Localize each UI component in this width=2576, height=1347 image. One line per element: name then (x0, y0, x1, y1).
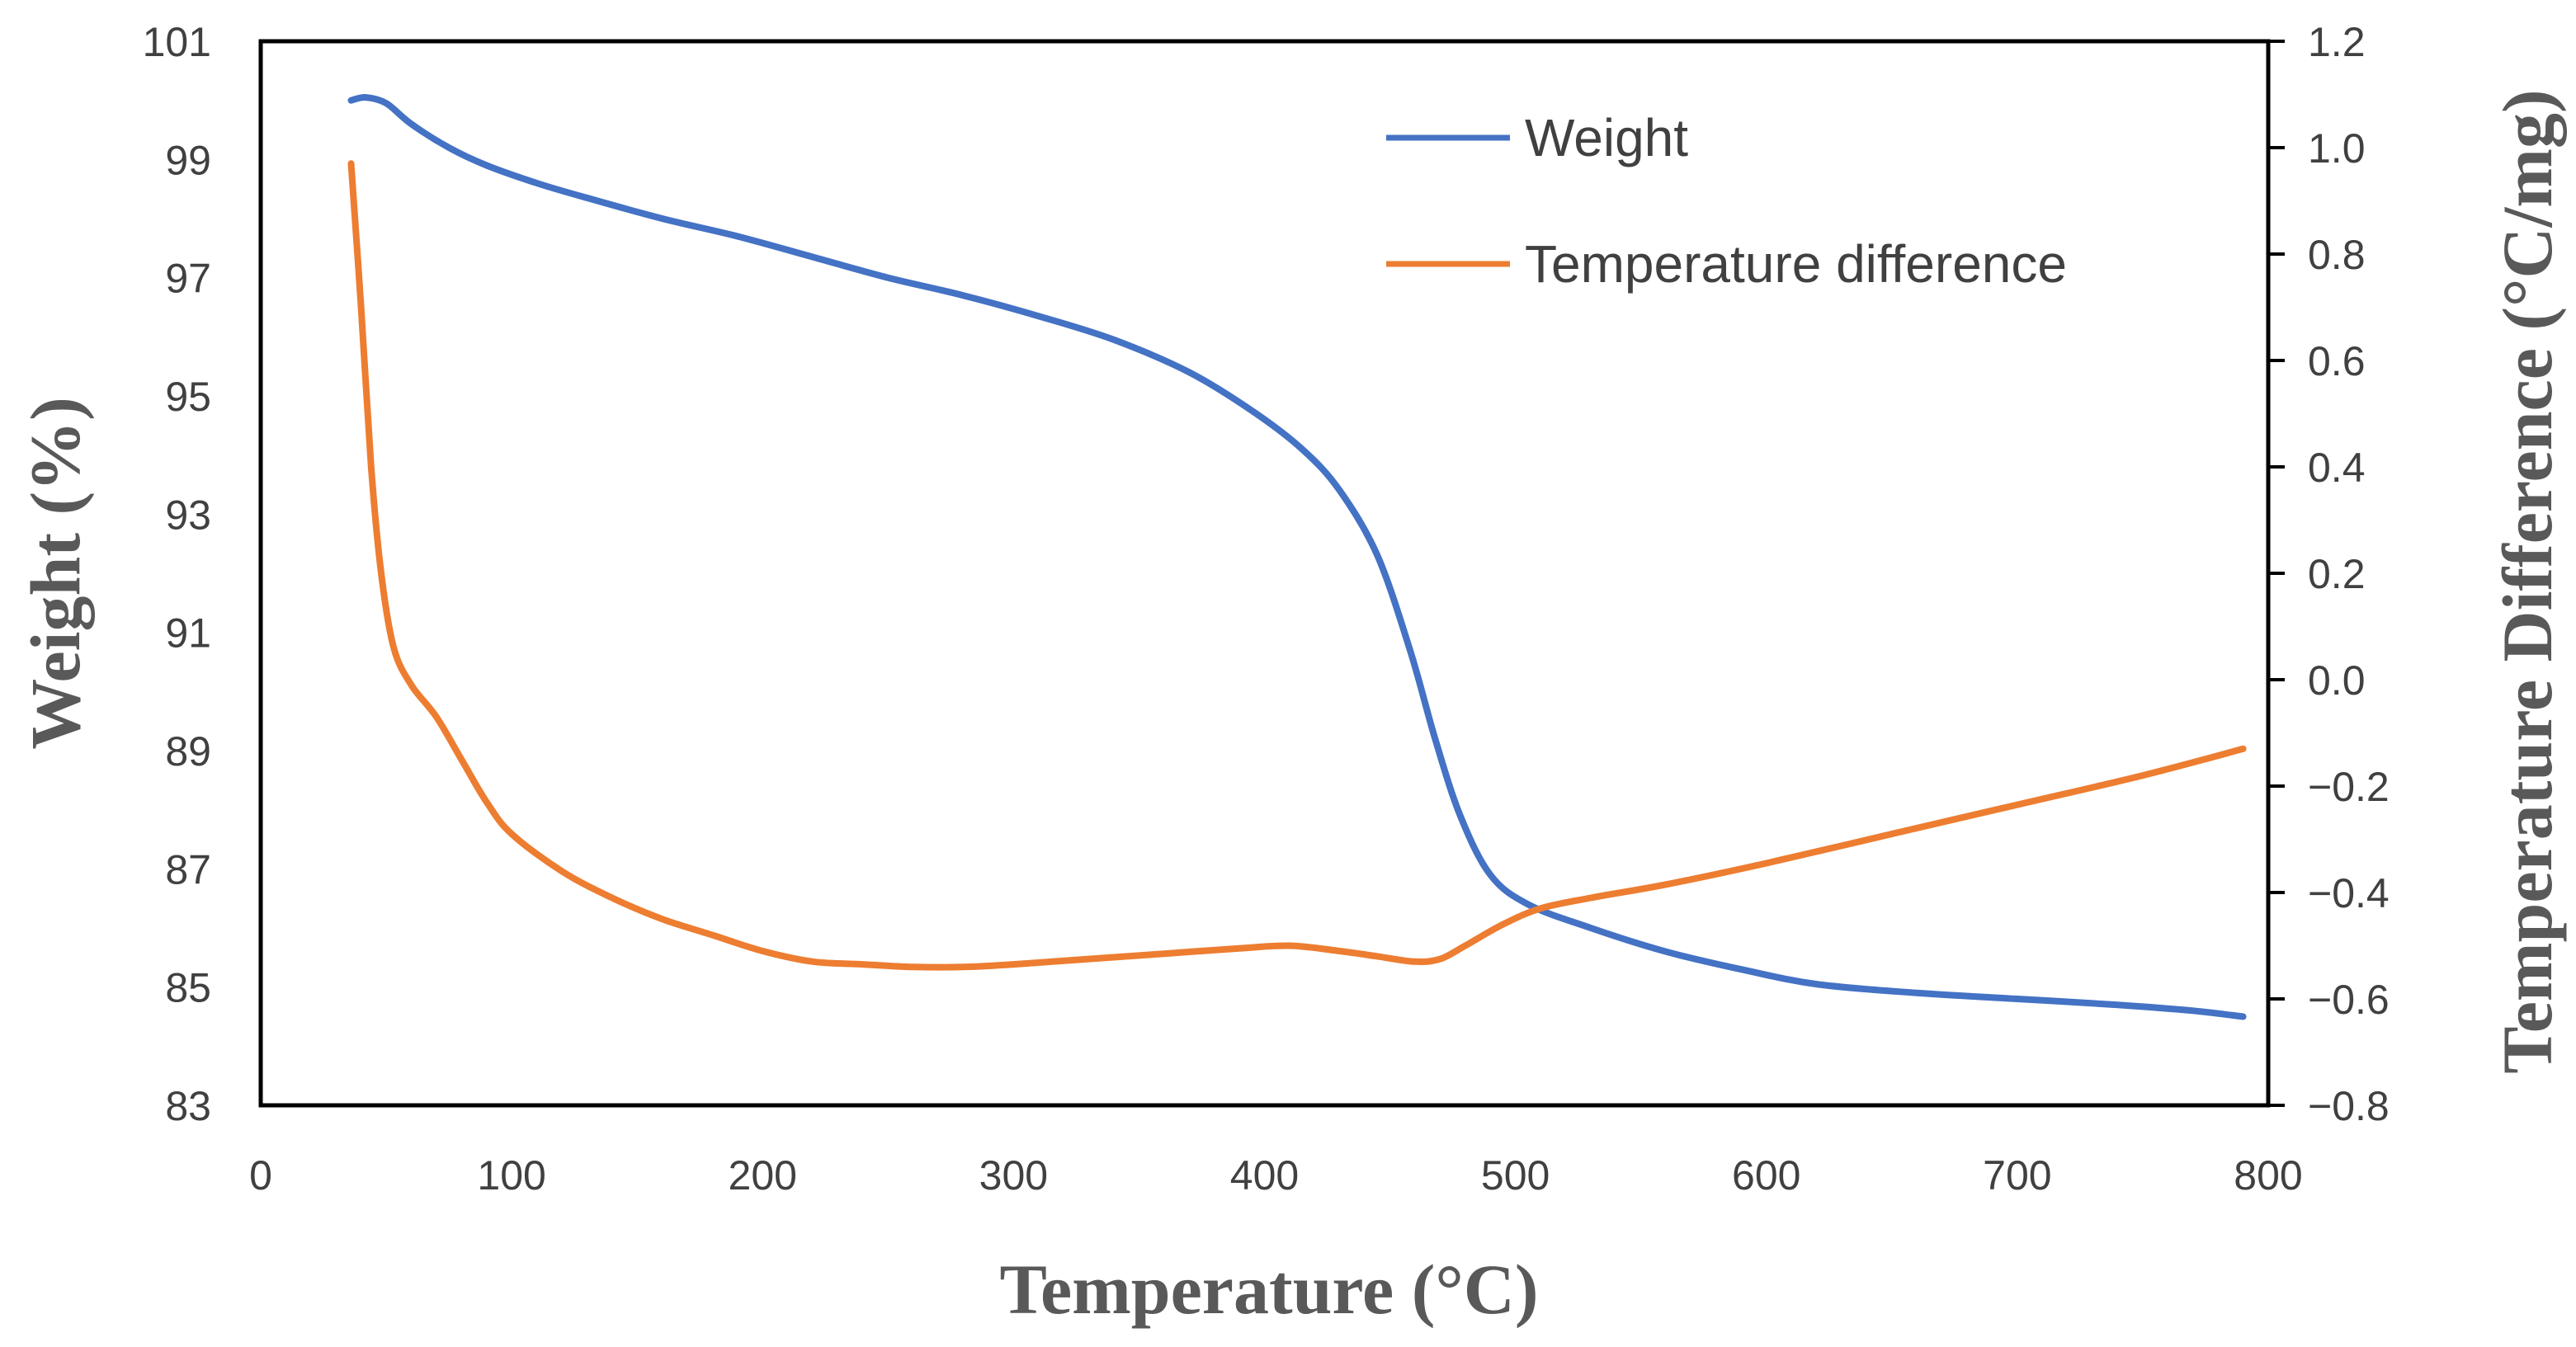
legend: Weight Temperature difference (1386, 108, 2067, 294)
x-tick-label: 300 (979, 1152, 1048, 1199)
legend-label-temperature-difference: Temperature difference (1525, 234, 2067, 294)
y-left-tick-label: 93 (165, 492, 211, 538)
x-tick-label: 100 (477, 1152, 545, 1199)
y-left-axis-title: Weight (%) (16, 397, 95, 750)
series-line-weight (347, 94, 2247, 1020)
y-left-tick-label: 87 (165, 846, 211, 893)
x-tick-label: 200 (729, 1152, 797, 1199)
y-right-tick-labels: −0.8 −0.6 −0.4 −0.2 0.0 0.2 0.4 0.6 0.8 1.0 1.2 (2308, 19, 2390, 1129)
series-line-temperature-difference (347, 160, 2247, 971)
y-right-axis-title: Temperature Difference (°C/mg) (2488, 89, 2567, 1073)
y-right-tick-label: 0.4 (2308, 445, 2366, 491)
y-left-tick-label: 99 (165, 137, 211, 183)
x-tick-label: 800 (2234, 1152, 2302, 1199)
x-axis-title: Temperature (°C) (1000, 1250, 1539, 1329)
y-right-tick-marks (2268, 40, 2285, 1107)
y-left-tick-label: 95 (165, 374, 211, 420)
x-tick-label: 400 (1230, 1152, 1299, 1199)
y-left-tick-label: 89 (165, 728, 211, 775)
y-right-tick-label: −0.6 (2308, 977, 2390, 1023)
y-right-tick-label: 0.0 (2308, 657, 2366, 704)
y-left-tick-labels: 83 85 87 89 91 93 95 97 99 101 (143, 19, 211, 1129)
x-tick-label: 500 (1481, 1152, 1550, 1199)
series-layer (347, 94, 2247, 1020)
y-right-tick-label: 0.6 (2308, 338, 2366, 384)
y-right-tick-label: 0.2 (2308, 551, 2366, 597)
y-right-tick-label: −0.4 (2308, 870, 2390, 916)
y-right-tick-label: 1.0 (2308, 125, 2366, 172)
y-left-tick-label: 91 (165, 610, 211, 657)
y-right-tick-label: −0.8 (2308, 1083, 2390, 1129)
y-left-tick-label: 83 (165, 1083, 211, 1129)
legend-label-weight: Weight (1525, 108, 1688, 167)
x-tick-label: 0 (249, 1152, 272, 1199)
y-left-tick-label: 85 (165, 965, 211, 1011)
y-right-tick-label: 1.2 (2308, 19, 2366, 65)
x-tick-label: 600 (1732, 1152, 1800, 1199)
y-right-tick-label: −0.2 (2308, 764, 2390, 810)
y-left-tick-label: 101 (143, 19, 211, 65)
y-left-tick-label: 97 (165, 256, 211, 302)
y-right-tick-label: 0.8 (2308, 232, 2366, 278)
x-tick-labels: 0 100 200 300 400 500 600 700 800 (249, 1152, 2303, 1199)
x-tick-label: 700 (1983, 1152, 2051, 1199)
